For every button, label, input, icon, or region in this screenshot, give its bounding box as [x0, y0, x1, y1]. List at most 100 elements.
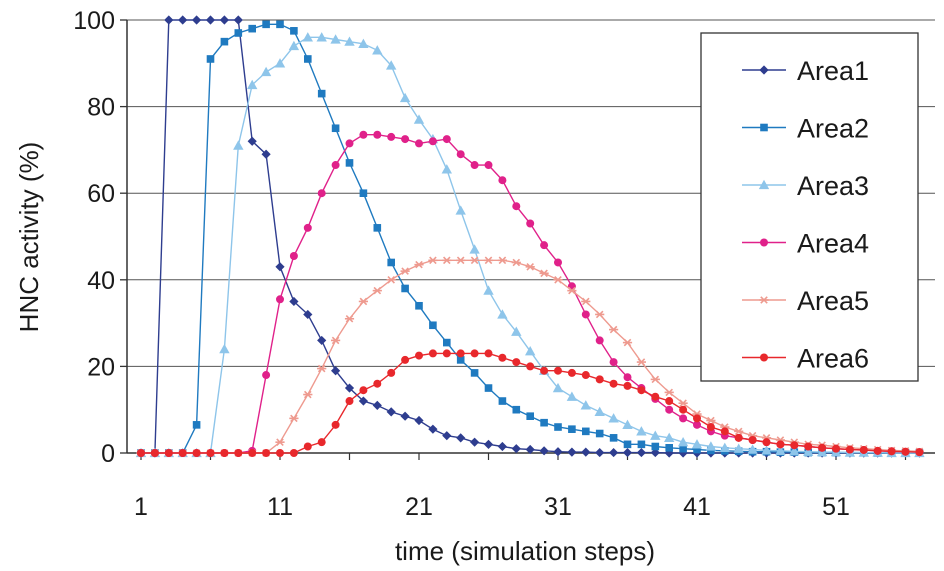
- data-point-area6: [137, 449, 145, 457]
- data-point-area2: [623, 440, 632, 449]
- data-point-area3: [247, 79, 258, 90]
- data-point-area6: [832, 444, 840, 453]
- y-tick-label: 60: [87, 180, 115, 208]
- data-point-area1: [456, 433, 466, 443]
- data-point-area3: [622, 419, 633, 430]
- data-point-area2: [220, 37, 229, 46]
- y-tick-label: 100: [73, 7, 115, 35]
- data-point-area1: [525, 444, 535, 455]
- data-point-area4: [317, 189, 326, 198]
- data-point-area4: [276, 295, 284, 304]
- marker-stroke: [429, 256, 437, 265]
- marker-stroke: [470, 256, 479, 265]
- data-point-area1: [581, 447, 591, 457]
- data-point-area5: [358, 297, 368, 306]
- data-point-area6: [373, 379, 382, 388]
- data-point-area3: [677, 436, 689, 447]
- marker-stroke: [651, 375, 660, 384]
- data-point-area6: [554, 366, 562, 375]
- data-point-area6: [873, 446, 882, 455]
- data-point-area1: [414, 415, 424, 426]
- data-point-area1: [275, 262, 285, 272]
- data-point-area2: [345, 159, 354, 167]
- legend-label: Area4: [797, 229, 869, 259]
- data-point-area2: [359, 189, 368, 197]
- data-point-area4: [262, 371, 271, 380]
- data-point-area5: [275, 438, 285, 446]
- data-point-area2: [387, 258, 395, 267]
- data-point-area1: [511, 444, 521, 454]
- data-point-area6: [665, 397, 674, 406]
- data-point-area6: [567, 368, 576, 377]
- data-point-area2: [262, 20, 270, 29]
- data-point-area2: [693, 445, 701, 454]
- data-point-area2: [401, 284, 409, 293]
- data-point-area6: [818, 443, 827, 452]
- data-point-area4: [331, 161, 340, 170]
- data-point-area2: [665, 444, 673, 452]
- data-point-area1: [609, 447, 619, 458]
- data-point-area4: [456, 150, 465, 159]
- y-tick-label: 80: [87, 94, 115, 122]
- data-point-area6: [901, 447, 910, 456]
- data-point-area6: [359, 386, 368, 395]
- data-point-area4: [623, 373, 632, 382]
- data-point-area2: [540, 418, 548, 427]
- data-point-area1: [303, 309, 313, 320]
- data-point-area5: [567, 286, 577, 295]
- data-point-area6: [428, 349, 437, 358]
- data-point-area3: [525, 346, 536, 356]
- data-point-area2: [192, 421, 201, 429]
- data-point-area5: [456, 256, 466, 265]
- x-tick-label: 31: [544, 493, 572, 521]
- data-point-area5: [581, 297, 591, 306]
- data-point-area4: [665, 405, 674, 414]
- data-point-area2: [276, 20, 284, 29]
- marker-stroke: [373, 286, 382, 295]
- data-point-area3: [747, 444, 758, 454]
- y-axis-title: HNC activity (%): [14, 142, 44, 333]
- data-point-area6: [262, 449, 271, 457]
- data-point-area6: [595, 375, 604, 384]
- data-point-area2: [526, 412, 534, 420]
- data-point-area3: [288, 40, 300, 51]
- marker-stroke: [760, 296, 768, 304]
- data-point-area3: [483, 285, 494, 295]
- data-point-area2: [234, 29, 243, 37]
- marker-stroke: [637, 358, 646, 366]
- data-point-area6: [276, 449, 284, 457]
- marker-stroke: [443, 256, 451, 265]
- legend-marker: [760, 123, 768, 132]
- data-point-area2: [331, 124, 340, 133]
- marker-stroke: [498, 256, 507, 265]
- x-tick-label: 1: [134, 493, 148, 521]
- data-point-area5: [386, 276, 396, 284]
- data-point-area6: [512, 358, 521, 367]
- data-point-area1: [261, 149, 271, 159]
- marker-stroke: [734, 427, 743, 436]
- data-point-area3: [413, 114, 425, 124]
- data-point-area4: [554, 258, 562, 267]
- data-point-area3: [219, 343, 230, 354]
- data-point-area2: [609, 434, 618, 442]
- data-point-area3: [552, 382, 564, 393]
- data-point-area3: [733, 443, 744, 453]
- data-point-area2: [456, 356, 465, 364]
- data-point-area1: [358, 396, 368, 406]
- data-point-area3: [386, 60, 397, 70]
- data-point-area6: [748, 436, 757, 445]
- data-point-area2: [554, 423, 562, 431]
- legend-item-area6: Area6: [742, 344, 869, 374]
- data-point-area2: [415, 301, 423, 310]
- legend-marker: [759, 65, 769, 75]
- data-point-area3: [274, 58, 286, 68]
- data-point-area6: [637, 386, 646, 395]
- data-point-area3: [566, 391, 578, 401]
- data-point-area6: [790, 441, 799, 450]
- data-point-area4: [415, 139, 423, 148]
- data-point-area2: [248, 24, 256, 33]
- data-point-area2: [443, 338, 451, 347]
- data-point-area3: [358, 38, 369, 48]
- data-point-area3: [580, 400, 591, 410]
- data-point-area5: [595, 310, 605, 319]
